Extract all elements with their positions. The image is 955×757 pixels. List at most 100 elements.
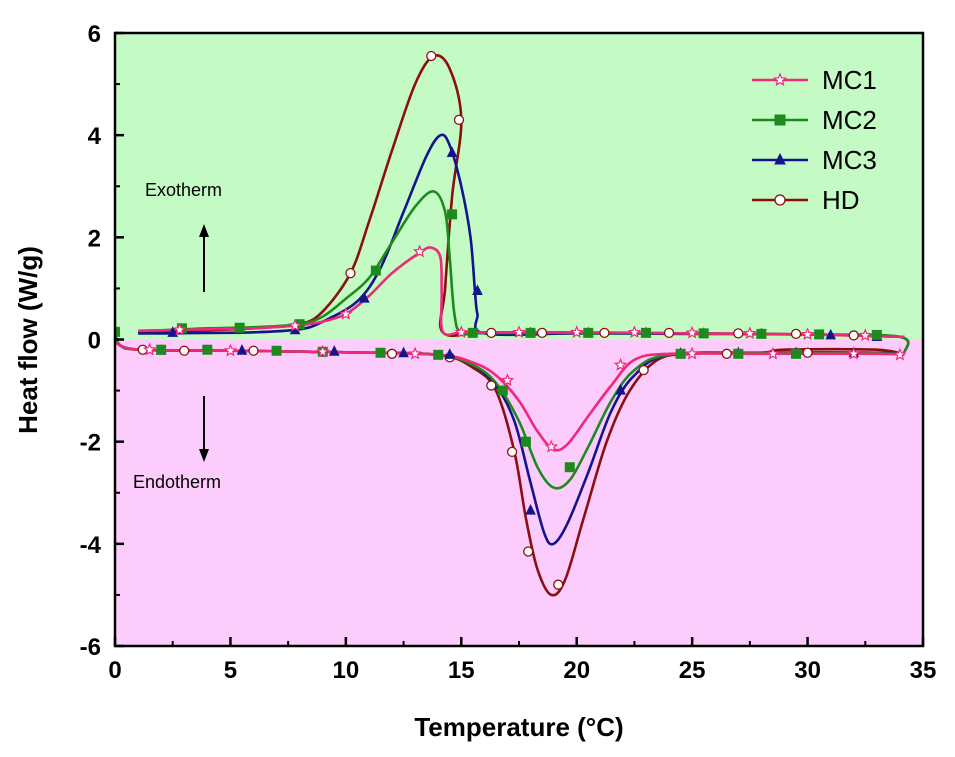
hd-point <box>802 347 813 358</box>
mc3-point <box>615 383 626 395</box>
y-axis-title: Heat flow (W/g) <box>13 246 43 434</box>
mc2-point <box>520 436 531 447</box>
hd-point <box>848 330 859 341</box>
mc1-legend-label: MC1 <box>822 65 877 95</box>
mc1-point <box>685 325 699 339</box>
mc1-point <box>413 244 427 258</box>
x-tick-label: 10 <box>333 657 360 684</box>
mc1-point <box>223 343 238 357</box>
mc1-point <box>858 328 872 342</box>
mc1-cooling-line <box>138 246 905 339</box>
hd-point <box>426 50 437 62</box>
mc1-point <box>847 346 861 360</box>
mc2-point <box>467 327 478 338</box>
mc2-legend-marker <box>774 114 786 126</box>
mc1-point <box>454 325 468 339</box>
mc2-point <box>447 209 458 220</box>
mc3-legend-label: MC3 <box>822 145 877 175</box>
mc1-point <box>315 344 330 358</box>
hd-legend-marker <box>774 194 786 206</box>
mc1-point <box>500 373 515 387</box>
hd-point <box>790 328 802 340</box>
mc2-point <box>433 349 444 360</box>
mc2-point <box>375 347 386 358</box>
hd-point <box>663 327 675 339</box>
hd-point <box>553 579 564 590</box>
hd-point <box>453 114 465 125</box>
legend: MC1 MC2 MC3 HD <box>752 65 877 215</box>
endotherm-label: Endotherm <box>133 472 221 492</box>
mc1-point <box>288 318 302 332</box>
exotherm-label: Exotherm <box>145 180 222 200</box>
hd-point <box>179 345 190 356</box>
mc2-point <box>497 385 508 396</box>
mc3-point <box>444 348 456 359</box>
mc2-point <box>698 328 709 339</box>
x-tick-label: 20 <box>563 657 590 684</box>
mc2-point <box>370 265 381 276</box>
y-tick-label: 6 <box>88 21 101 48</box>
hd-point <box>733 328 744 339</box>
exotherm-region <box>115 33 923 340</box>
x-tick-label: 5 <box>224 657 237 684</box>
mc2-point <box>756 328 767 339</box>
x-tick-label: 0 <box>108 657 121 684</box>
y-tick-label: -4 <box>80 532 102 559</box>
endotherm-region <box>115 340 923 646</box>
mc3-point <box>472 284 483 295</box>
mc1-point <box>339 306 353 320</box>
x-tick-label: 35 <box>910 657 937 684</box>
mc2-legend-label: MC2 <box>822 105 877 135</box>
mc1-point <box>743 326 757 340</box>
hd-point <box>506 446 518 458</box>
mc1-point <box>893 347 907 361</box>
y-tick-label: 0 <box>88 328 101 355</box>
x-tick-label: 15 <box>448 657 475 684</box>
hd-point <box>523 546 534 557</box>
mc1-point <box>685 346 699 360</box>
y-tick-label: -6 <box>80 634 101 661</box>
endotherm-arrow-icon <box>199 396 209 462</box>
hd-point <box>536 327 548 339</box>
mc1-point <box>613 357 628 371</box>
exotherm-arrow-icon <box>199 224 209 292</box>
mc2-point <box>675 348 686 359</box>
mc3-point <box>825 328 836 340</box>
x-tick-label: 30 <box>794 657 821 684</box>
y-tick-label: -2 <box>80 430 101 457</box>
mc1-heating-line <box>115 340 905 452</box>
hd-point <box>486 327 497 339</box>
hd-point <box>721 348 732 359</box>
mc2-point <box>525 327 536 338</box>
mc1-point <box>544 439 559 453</box>
x-tick-label: 25 <box>679 657 706 684</box>
mc2-point <box>871 329 882 340</box>
mc1-point <box>142 342 157 356</box>
hd-point <box>248 345 259 356</box>
mc2-point <box>564 462 575 473</box>
y-tick-label: 2 <box>88 225 101 252</box>
mc3-legend-marker <box>774 152 786 165</box>
hd-legend-label: HD <box>822 185 860 215</box>
mc1-point <box>512 325 526 339</box>
mc3-point <box>525 504 536 515</box>
x-axis-title: Temperature (°C) <box>414 712 623 742</box>
mc2-point <box>640 327 651 338</box>
mc1-point <box>570 325 584 339</box>
hd-point <box>386 348 398 359</box>
mc3-point <box>236 344 248 355</box>
mc2-point <box>234 322 245 333</box>
mc2-point <box>791 348 802 359</box>
y-tick-label: 4 <box>88 123 102 150</box>
mc3-point <box>167 326 179 337</box>
mc3-point <box>446 146 458 158</box>
mc1-point <box>408 346 422 360</box>
hd-point <box>638 364 649 376</box>
mc1-point <box>627 325 642 339</box>
mc1-point <box>766 346 780 360</box>
hd-point <box>486 380 497 391</box>
mc1-legend-marker <box>772 72 788 87</box>
mc1-point <box>800 327 815 341</box>
mc2-point <box>202 344 213 355</box>
